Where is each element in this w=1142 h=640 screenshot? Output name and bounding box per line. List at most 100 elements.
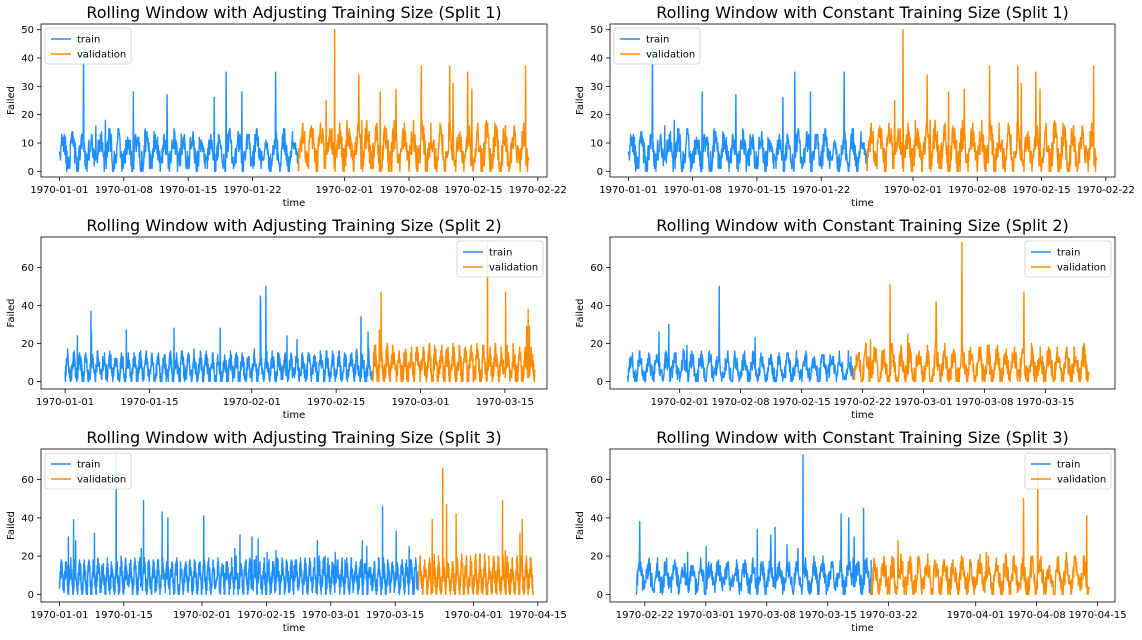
legend: train validation <box>1024 240 1112 278</box>
series-line-train <box>64 285 374 383</box>
x-tick-label: 1970-01-08 <box>95 185 153 196</box>
x-axis-label: time <box>283 198 306 209</box>
y-tick-label: 60 <box>590 263 603 274</box>
y-tick-label: 40 <box>590 301 603 312</box>
legend-label-validation: validation <box>489 263 538 274</box>
subplot-6: Rolling Window with Constant Training Si… <box>575 428 1127 634</box>
legend-box <box>1024 240 1112 278</box>
series-line-train <box>627 43 868 173</box>
legend: train validation <box>613 27 701 65</box>
x-tick-label: 1970-01-15 <box>728 185 786 196</box>
x-tick-label: 1970-03-22 <box>860 610 918 621</box>
chart-title: Rolling Window with Constant Training Si… <box>656 216 1069 235</box>
legend-label-validation: validation <box>1057 263 1106 274</box>
y-tick-label: 60 <box>590 475 603 486</box>
chart-title: Rolling Window with Adjusting Training S… <box>86 428 501 447</box>
series-line-validation <box>417 467 534 596</box>
axes-frame <box>40 448 548 603</box>
x-tick-label: 1970-02-08 <box>380 185 438 196</box>
legend-label-train: train <box>1057 248 1080 259</box>
x-tick-label: 1970-03-15 <box>366 610 424 621</box>
x-axis-label: time <box>283 623 306 634</box>
x-tick-label: 1970-02-08 <box>948 185 1006 196</box>
y-tick-label: 60 <box>21 475 34 486</box>
y-tick-label: 20 <box>21 552 34 563</box>
legend-label-validation: validation <box>646 50 695 61</box>
x-tick-label: 1970-01-01 <box>30 610 88 621</box>
x-tick-label: 1970-03-15 <box>1016 397 1074 408</box>
chart-title: Rolling Window with Constant Training Si… <box>656 428 1069 447</box>
subplot-2: Rolling Window with Constant Training Si… <box>575 3 1135 209</box>
x-tick-label: 1970-04-15 <box>1069 610 1127 621</box>
x-tick-label: 1970-01-22 <box>792 185 850 196</box>
legend-label-train: train <box>1057 460 1080 471</box>
x-tick-label: 1970-02-15 <box>772 397 830 408</box>
legend: train validation <box>1024 452 1112 490</box>
legend-label-validation: validation <box>1057 475 1106 486</box>
y-axis-label: Failed <box>6 298 17 327</box>
x-tick-label: 1970-02-01 <box>173 610 231 621</box>
y-tick-label: 20 <box>590 110 603 121</box>
legend-box <box>44 452 132 490</box>
x-tick-label: 1970-03-01 <box>302 610 360 621</box>
y-axis-label: Failed <box>6 511 17 540</box>
series-line-validation <box>866 28 1098 173</box>
y-axis-label: Failed <box>575 298 586 327</box>
chart-title: Rolling Window with Adjusting Training S… <box>86 3 501 22</box>
series-line-validation <box>870 467 1090 596</box>
y-axis-label: Failed <box>575 511 586 540</box>
legend-label-validation: validation <box>77 475 126 486</box>
x-tick-label: 1970-02-01 <box>651 397 709 408</box>
y-tick-label: 0 <box>28 590 34 601</box>
x-tick-label: 1970-03-01 <box>894 397 952 408</box>
x-tick-label: 1970-03-08 <box>738 610 796 621</box>
y-tick-label: 40 <box>21 513 34 524</box>
x-axis-label: time <box>283 410 306 421</box>
x-tick-label: 1970-03-01 <box>677 610 735 621</box>
x-tick-label: 1970-02-08 <box>712 397 770 408</box>
series-line-train <box>58 454 419 596</box>
x-axis-label: time <box>851 198 874 209</box>
y-tick-label: 0 <box>28 377 34 388</box>
series-line-train <box>635 454 872 596</box>
x-tick-label: 1970-03-08 <box>955 397 1013 408</box>
x-tick-label: 1970-02-22 <box>509 185 567 196</box>
series-line-train <box>626 285 855 383</box>
x-tick-label: 1970-01-22 <box>224 185 282 196</box>
chart-title: Rolling Window with Adjusting Training S… <box>86 216 501 235</box>
y-tick-label: 30 <box>21 82 34 93</box>
legend-label-train: train <box>77 460 100 471</box>
subplot-1: Rolling Window with Adjusting Training S… <box>6 3 567 209</box>
y-tick-label: 20 <box>21 339 34 350</box>
x-tick-label: 1970-03-15 <box>799 610 857 621</box>
x-tick-label: 1970-02-22 <box>1077 185 1135 196</box>
x-tick-label: 1970-02-15 <box>307 397 365 408</box>
legend-box <box>456 240 544 278</box>
x-tick-label: 1970-01-15 <box>120 397 178 408</box>
x-tick-label: 1970-03-15 <box>476 397 534 408</box>
x-tick-label: 1970-02-01 <box>316 185 374 196</box>
legend-label-validation: validation <box>77 50 126 61</box>
y-axis-label: Failed <box>6 86 17 115</box>
y-tick-label: 0 <box>597 377 603 388</box>
y-tick-label: 10 <box>590 139 603 150</box>
y-tick-label: 20 <box>590 552 603 563</box>
x-tick-label: 1970-02-15 <box>444 185 502 196</box>
x-tick-label: 1970-04-08 <box>1008 610 1066 621</box>
y-tick-label: 40 <box>21 301 34 312</box>
legend-box <box>1024 452 1112 490</box>
x-axis-label: time <box>851 623 874 634</box>
x-tick-label: 1970-04-15 <box>509 610 567 621</box>
legend: train validation <box>44 27 132 65</box>
legend-box <box>44 27 132 65</box>
y-tick-label: 40 <box>21 54 34 65</box>
x-tick-label: 1970-02-22 <box>833 397 891 408</box>
x-tick-label: 1970-01-08 <box>664 185 722 196</box>
x-tick-label: 1970-02-01 <box>884 185 942 196</box>
x-tick-label: 1970-03-01 <box>391 397 449 408</box>
series-line-train <box>58 43 300 173</box>
chart-title: Rolling Window with Constant Training Si… <box>656 3 1069 22</box>
series-line-validation <box>853 242 1090 383</box>
legend-box <box>613 27 701 65</box>
